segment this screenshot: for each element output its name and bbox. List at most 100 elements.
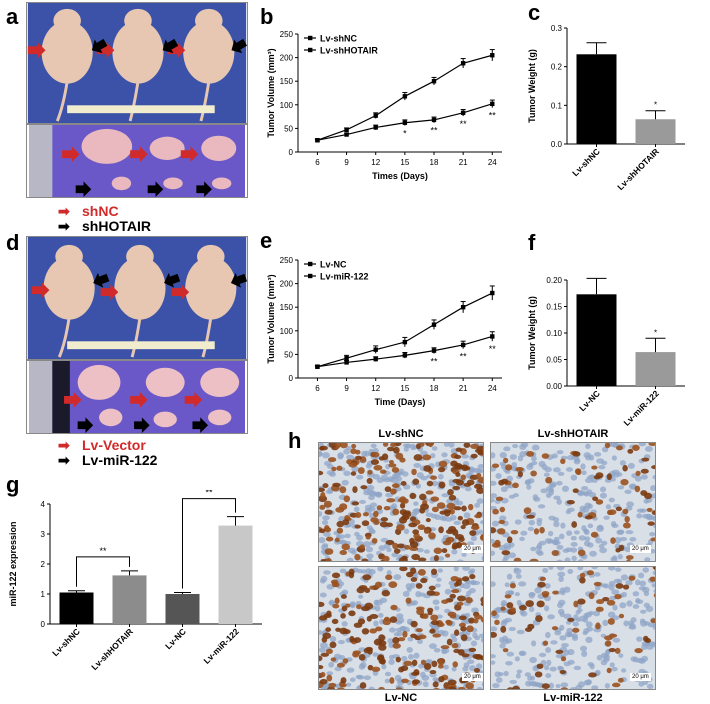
nucleus-brown: [365, 535, 371, 540]
nucleus-brown: [491, 610, 497, 617]
nucleus-brown: [463, 443, 471, 448]
data-point: [460, 342, 466, 348]
nucleus-blue: [570, 535, 577, 541]
nucleus-brown: [579, 572, 586, 579]
nucleus-blue: [609, 662, 615, 668]
nucleus-brown: [353, 622, 363, 628]
nucleus-brown: [534, 671, 543, 678]
chart-g-mir122-expression: 0 1 2 3 4 miR-122 expression Lv-shNC Lv-shHOTAI…: [8, 490, 262, 672]
nucleus-brown: [379, 521, 389, 528]
nucleus-blue: [560, 522, 566, 529]
nucleus-blue: [556, 567, 565, 571]
y-axis-label: miR-122 expression: [8, 521, 18, 606]
nucleus-blue: [585, 443, 591, 450]
data-point: [460, 305, 466, 310]
nucleus-brown: [577, 598, 586, 605]
nucleus-brown: [539, 526, 545, 534]
nucleus-blue: [410, 600, 416, 606]
nucleus-brown: [420, 503, 429, 510]
nucleus-brown: [470, 443, 479, 450]
nucleus-brown: [461, 505, 467, 512]
nucleus-brown: [404, 510, 411, 515]
x-tick-label: 12: [371, 384, 380, 393]
nucleus-brown: [388, 460, 394, 465]
black-arrow-icon: ➡: [58, 452, 70, 468]
nucleus-blue: [557, 471, 565, 476]
nucleus-brown: [460, 634, 468, 641]
nucleus-brown: [340, 612, 346, 619]
nucleus-blue: [328, 599, 335, 606]
nucleus-blue: [409, 511, 418, 518]
significance-mark: **: [99, 546, 107, 556]
legend-marker: [308, 35, 313, 41]
nucleus-blue: [453, 520, 461, 525]
nucleus-brown: [604, 640, 612, 647]
nucleus-brown: [616, 445, 623, 451]
nucleus-brown: [382, 443, 389, 447]
nucleus-brown: [386, 498, 396, 503]
nucleus-brown: [452, 542, 460, 549]
nucleus-blue: [549, 666, 557, 672]
nucleus-blue: [624, 546, 632, 553]
nucleus-brown: [385, 574, 393, 581]
nucleus-brown: [579, 577, 586, 584]
nucleus-blue: [599, 492, 608, 499]
nucleus-brown: [447, 489, 454, 496]
nucleus-brown: [415, 606, 425, 611]
nucleus-brown: [432, 681, 439, 688]
nucleus-blue: [587, 542, 594, 548]
nucleus-blue: [506, 573, 513, 580]
nucleus-brown: [560, 687, 568, 689]
data-point: [373, 113, 378, 118]
data-point: [402, 353, 408, 358]
nucleus-brown: [323, 500, 333, 508]
nucleus-brown: [610, 537, 616, 544]
nucleus-brown: [642, 635, 649, 642]
data-point: [490, 290, 495, 296]
bar-Lv-shHOTAIR: [112, 575, 147, 624]
x-tick-label: 18: [430, 158, 439, 167]
nucleus-brown: [491, 463, 500, 469]
significance-mark: *: [654, 101, 657, 110]
nucleus-brown: [622, 584, 630, 590]
nucleus-brown: [469, 573, 476, 580]
nucleus-blue: [321, 519, 329, 526]
nucleus-brown: [455, 472, 461, 478]
nucleus-blue: [434, 514, 441, 521]
nucleus-brown: [634, 648, 643, 654]
legend-marker: [308, 261, 313, 267]
legend-label: Lv-NC: [320, 260, 347, 270]
nucleus-blue: [363, 675, 372, 681]
nucleus-brown: [423, 662, 432, 670]
nucleus-brown: [358, 653, 366, 661]
nucleus-brown: [373, 638, 383, 646]
nucleus-brown: [410, 620, 418, 628]
nucleus-blue: [453, 567, 459, 572]
nucleus-brown: [438, 460, 448, 468]
nucleus-blue: [564, 557, 571, 561]
nucleus-brown: [440, 645, 450, 650]
legend-marker: [308, 273, 313, 279]
data-point: [402, 120, 408, 125]
nucleus-brown: [607, 509, 617, 515]
nucleus-blue: [548, 515, 556, 521]
chart-b-tumor-volume: 0 50 100 150 200 250 6 9 12 15 18 21 24 Times (Days) T…: [266, 30, 502, 181]
nucleus-brown: [377, 654, 385, 660]
nucleus-brown: [452, 478, 461, 483]
nucleus-blue: [384, 671, 392, 677]
nucleus-blue: [621, 591, 627, 598]
nucleus-brown: [506, 687, 514, 689]
nucleus-brown: [401, 678, 409, 684]
nucleus-blue: [337, 534, 346, 539]
nucleus-blue: [491, 550, 496, 556]
x-tick-label: 21: [459, 384, 468, 393]
nucleus-blue: [353, 506, 360, 513]
nucleus-blue: [519, 443, 527, 451]
nucleus-brown: [343, 495, 351, 503]
nucleus-brown: [362, 512, 369, 517]
nucleus-blue: [347, 547, 356, 554]
nucleus-brown: [329, 641, 337, 649]
nucleus-blue: [443, 443, 449, 447]
nucleus-brown: [448, 526, 457, 533]
nucleus-brown: [330, 657, 337, 662]
